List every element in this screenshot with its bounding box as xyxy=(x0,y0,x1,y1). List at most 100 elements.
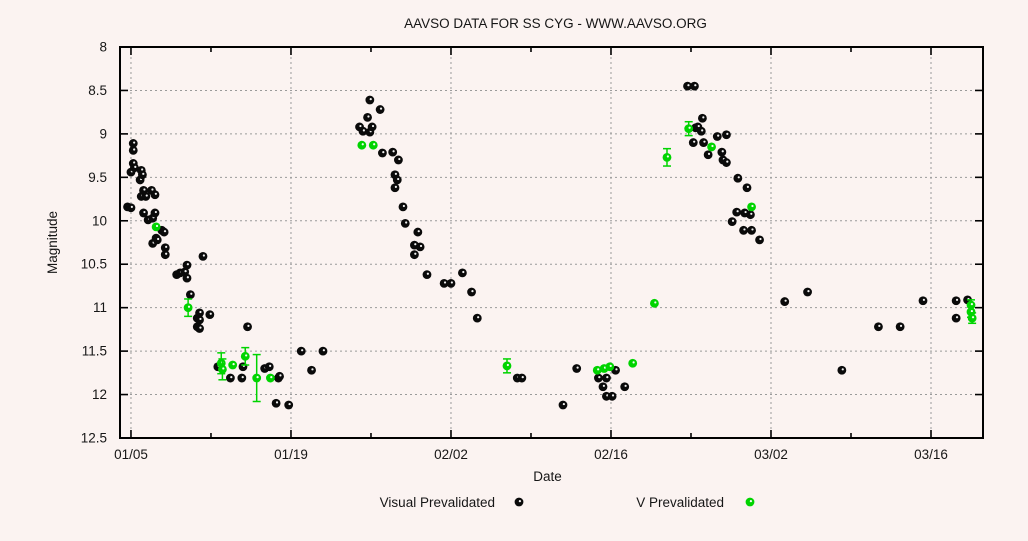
visual-data-point-highlight xyxy=(602,384,605,387)
visual-data-point-highlight xyxy=(750,212,753,215)
visual-data-point-highlight xyxy=(443,281,447,284)
visual-data-point xyxy=(195,308,204,318)
visual-data-point-highlight xyxy=(624,384,627,387)
visual-data-point-highlight xyxy=(154,192,157,195)
visual-data-point xyxy=(607,391,617,401)
visual-data-point xyxy=(363,112,372,122)
visual-data-point xyxy=(128,139,138,148)
visual-data-point-highlight xyxy=(371,124,375,128)
visual-data-point-highlight xyxy=(450,281,453,284)
visual-data-point xyxy=(755,235,764,245)
visual-data-point-highlight xyxy=(186,263,189,266)
visual-data-point-highlight xyxy=(301,349,304,352)
visual-data-point-highlight xyxy=(130,205,133,208)
visual-data-point xyxy=(951,296,961,306)
visual-data-point-highlight xyxy=(746,185,749,188)
visual-data-point-highlight xyxy=(269,364,272,367)
plot-border xyxy=(119,46,984,439)
v-data-point xyxy=(747,202,756,212)
y-tick-label: 11.5 xyxy=(82,344,107,359)
visual-data-point xyxy=(358,126,368,136)
visual-data-point xyxy=(467,287,476,297)
visual-data-point-highlight xyxy=(143,210,146,214)
visual-data-point-highlight xyxy=(731,219,735,222)
visual-data-point-highlight xyxy=(133,148,136,151)
visual-data-point-highlight xyxy=(369,98,372,101)
v-data-point xyxy=(684,124,694,134)
v-data-point xyxy=(650,298,659,308)
v-data-point xyxy=(967,313,977,323)
visual-data-point-highlight xyxy=(899,324,903,327)
visual-data-point-highlight xyxy=(209,312,212,315)
visual-data-point xyxy=(803,287,812,297)
visual-data-point xyxy=(141,192,151,201)
visual-data-point-highlight xyxy=(878,324,881,327)
x-tick-label: 03/02 xyxy=(754,447,788,462)
v-data-point xyxy=(266,373,275,383)
v-data-point xyxy=(605,362,615,372)
visual-data-point xyxy=(392,175,402,185)
visual-data-point-highlight xyxy=(736,210,739,213)
v-data-point-highlight xyxy=(688,126,691,129)
visual-data-point xyxy=(195,324,204,333)
visual-data-point xyxy=(746,210,755,220)
visual-data-point-highlight xyxy=(157,237,160,241)
visual-data-point xyxy=(296,346,306,356)
v-data-point-highlight xyxy=(232,363,235,366)
v-data-point xyxy=(707,142,716,152)
y-tick-label: 11 xyxy=(93,300,107,315)
visual-data-point-highlight xyxy=(697,124,700,128)
visual-data-point xyxy=(558,400,568,410)
v-data-point-highlight xyxy=(970,303,973,306)
visual-data-point xyxy=(394,155,403,165)
visual-data-point-highlight xyxy=(382,151,385,154)
visual-data-point-highlight xyxy=(398,157,401,161)
v-data-point xyxy=(218,364,227,374)
visual-data-point-highlight xyxy=(419,244,423,248)
legend-label-v: V Prevalidated xyxy=(636,495,724,510)
v-data-point xyxy=(592,365,602,375)
visual-data-point-highlight xyxy=(426,272,429,275)
visual-data-point xyxy=(918,296,928,306)
visual-data-point-highlight xyxy=(471,290,474,293)
visual-data-point-highlight xyxy=(694,84,697,87)
y-tick-label: 9.5 xyxy=(88,170,107,185)
visual-data-point-highlight xyxy=(163,230,167,233)
visual-data-point xyxy=(186,290,195,300)
visual-data-point-highlight xyxy=(417,230,420,233)
v-data-point-highlight xyxy=(609,364,612,367)
y-tick-label: 12.5 xyxy=(81,431,107,446)
visual-data-point-highlight xyxy=(955,298,959,301)
visual-data-point xyxy=(152,235,162,245)
v-data-point xyxy=(228,360,238,370)
visual-data-point-highlight xyxy=(726,160,729,163)
visual-data-point xyxy=(365,95,375,105)
visual-data-point xyxy=(699,138,708,147)
visual-data-point-highlight xyxy=(693,140,696,143)
visual-data-point xyxy=(237,373,247,383)
v-data-point xyxy=(502,361,512,371)
legend-marker-v xyxy=(745,497,755,507)
visual-data-point xyxy=(951,313,961,323)
visual-data-point-highlight xyxy=(611,394,615,397)
visual-data-point xyxy=(139,208,148,218)
legend-marker-visual xyxy=(514,497,524,507)
visual-data-point xyxy=(739,225,748,235)
y-tick-label: 8.5 xyxy=(88,83,107,98)
visual-data-point xyxy=(517,373,527,383)
visual-data-point xyxy=(837,365,847,375)
y-tick-label: 12 xyxy=(92,387,107,402)
visual-data-point-highlight xyxy=(743,228,746,231)
visual-data-point xyxy=(226,373,235,383)
visual-data-point-highlight xyxy=(414,252,417,255)
visual-data-point-highlight xyxy=(721,150,724,153)
visual-data-point xyxy=(275,371,284,381)
v-data-point-highlight xyxy=(971,316,975,319)
visual-data-point-highlight xyxy=(414,243,417,246)
visual-data-point-highlight xyxy=(521,376,524,379)
visual-data-point xyxy=(390,183,400,193)
visual-data-point-highlight xyxy=(784,299,787,302)
